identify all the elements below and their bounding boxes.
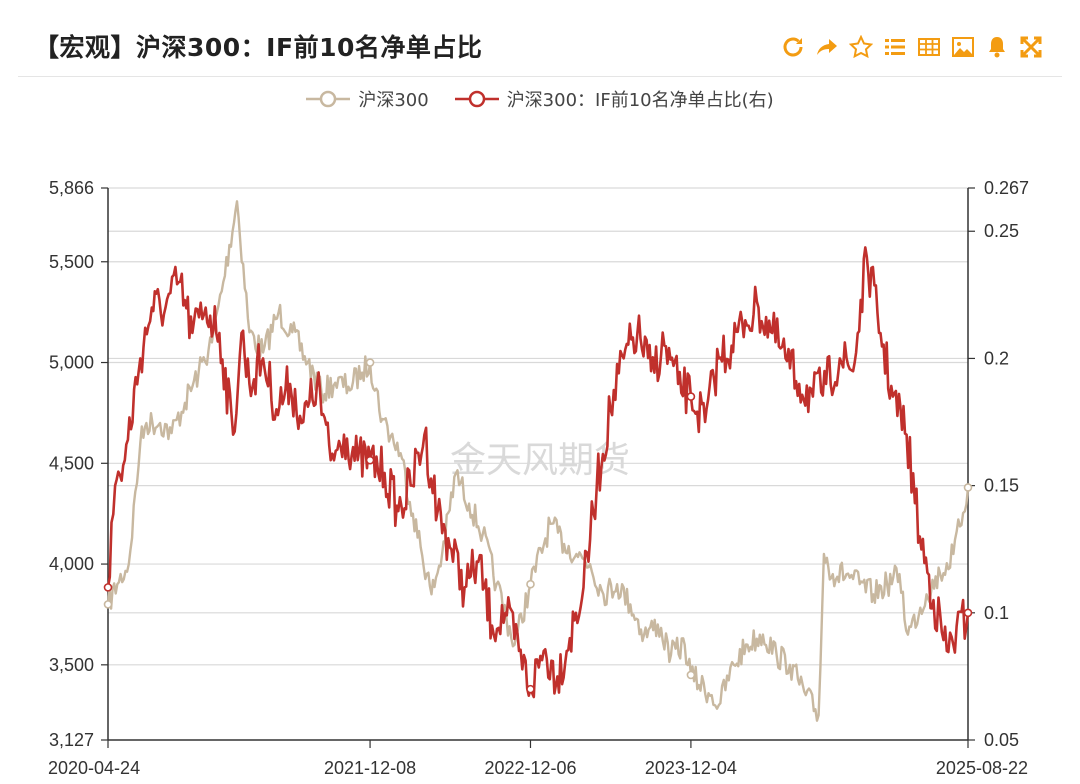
legend-item-if-ratio[interactable]: 沪深300：IF前10名净单占比(右) [454,86,774,112]
bell-icon[interactable] [984,34,1010,60]
right-tick-label: 0.2 [984,348,1009,368]
x-tick-label: 2020-04-24 [48,758,140,778]
series-point-0 [686,670,696,680]
left-tick-label: 5,000 [49,353,94,373]
right-tick-label: 0.25 [984,221,1019,241]
list-icon[interactable] [882,34,908,60]
x-tick-label: 2021-12-08 [324,758,416,778]
chart-title: 【宏观】沪深300：IF前10名净单占比 [34,33,483,62]
legend-item-hs300[interactable]: 沪深300 [306,86,429,112]
series-line-0 [106,200,970,722]
series-point-1 [963,608,973,618]
legend-swatch-if-ratio [454,90,499,108]
right-tick-label: 0.15 [984,476,1019,496]
image-icon[interactable] [950,34,976,60]
series-point-1 [526,684,535,694]
series-point-0 [526,579,535,589]
toolbar [780,34,1044,60]
refresh-icon[interactable] [780,34,806,60]
right-tick-label: 0.1 [984,603,1009,623]
share-icon[interactable] [814,34,840,60]
table-icon[interactable] [916,34,942,60]
series-line-1 [106,246,970,699]
x-tick-label: 2022-12-06 [484,758,576,778]
expand-icon[interactable] [1018,34,1044,60]
left-tick-label: 3,500 [49,655,94,675]
series-point-0 [103,600,113,609]
left-tick-label: 5,866 [49,178,94,198]
right-tick-label: 0.05 [984,730,1019,750]
series-point-0 [365,358,375,367]
series-point-1 [103,583,113,592]
legend: 沪深300 沪深300：IF前10名净单占比(右) [0,86,1080,112]
series-point-1 [686,392,696,401]
header-divider [18,76,1062,77]
left-tick-label: 5,500 [49,252,94,272]
x-tick-label: 2025-08-22 [936,758,1028,778]
right-tick-label: 0.267 [984,178,1029,198]
legend-label-hs300: 沪深300 [358,90,429,111]
legend-swatch-hs300 [306,90,351,108]
legend-label-if-ratio: 沪深300：IF前10名净单占比(右) [506,90,774,111]
x-tick-label: 2023-12-04 [645,758,737,778]
left-tick-label: 3,127 [49,730,94,750]
series-point-1 [365,455,375,465]
left-tick-label: 4,500 [49,453,94,473]
star-icon[interactable] [848,34,874,60]
series-point-0 [963,483,973,492]
left-tick-label: 4,000 [49,554,94,574]
